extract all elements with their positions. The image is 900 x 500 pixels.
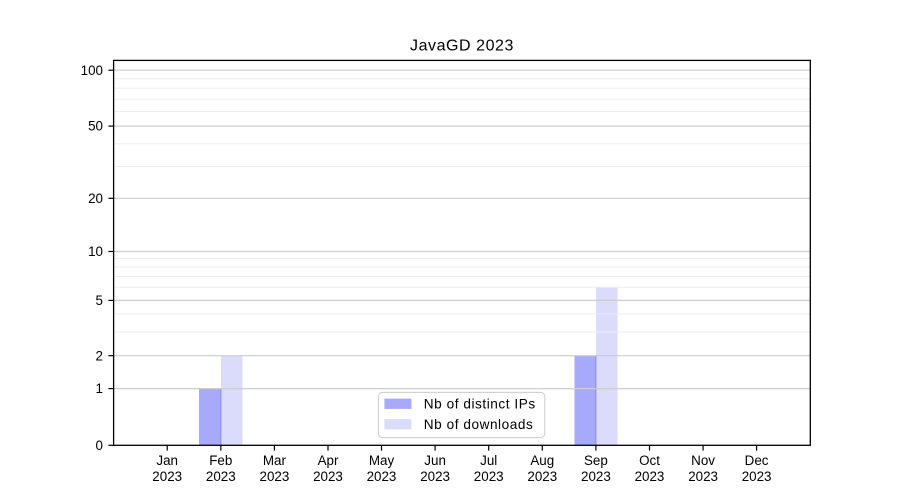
svg-text:2023: 2023 (474, 469, 504, 484)
svg-text:2023: 2023 (152, 469, 182, 484)
svg-text:2023: 2023 (688, 469, 718, 484)
svg-text:2023: 2023 (420, 469, 450, 484)
svg-text:JavaGD 2023: JavaGD 2023 (410, 38, 514, 55)
svg-text:5: 5 (96, 293, 103, 308)
svg-text:2023: 2023 (742, 469, 772, 484)
svg-text:Jun: Jun (424, 453, 446, 468)
svg-text:2: 2 (96, 348, 103, 363)
svg-text:Aug: Aug (530, 453, 554, 468)
svg-text:Mar: Mar (263, 453, 287, 468)
svg-text:2023: 2023 (367, 469, 397, 484)
svg-text:100: 100 (81, 63, 103, 78)
svg-text:Jan: Jan (156, 453, 178, 468)
svg-text:Nb of distinct IPs: Nb of distinct IPs (424, 397, 536, 412)
svg-text:Apr: Apr (318, 453, 339, 468)
svg-text:Feb: Feb (209, 453, 232, 468)
svg-text:2023: 2023 (206, 469, 236, 484)
svg-text:Sep: Sep (584, 453, 608, 468)
svg-text:2023: 2023 (581, 469, 611, 484)
svg-text:0: 0 (96, 438, 103, 453)
svg-text:1: 1 (96, 381, 103, 396)
svg-text:Jul: Jul (480, 453, 497, 468)
svg-text:2023: 2023 (527, 469, 557, 484)
svg-text:Dec: Dec (745, 453, 769, 468)
svg-text:Nov: Nov (691, 453, 715, 468)
svg-text:2023: 2023 (313, 469, 343, 484)
svg-text:Oct: Oct (639, 453, 660, 468)
svg-text:10: 10 (88, 244, 103, 259)
svg-text:Nb of downloads: Nb of downloads (424, 417, 534, 432)
svg-text:2023: 2023 (635, 469, 665, 484)
svg-text:20: 20 (88, 191, 103, 206)
svg-text:May: May (369, 453, 395, 468)
svg-text:50: 50 (88, 119, 103, 134)
svg-text:2023: 2023 (260, 469, 290, 484)
